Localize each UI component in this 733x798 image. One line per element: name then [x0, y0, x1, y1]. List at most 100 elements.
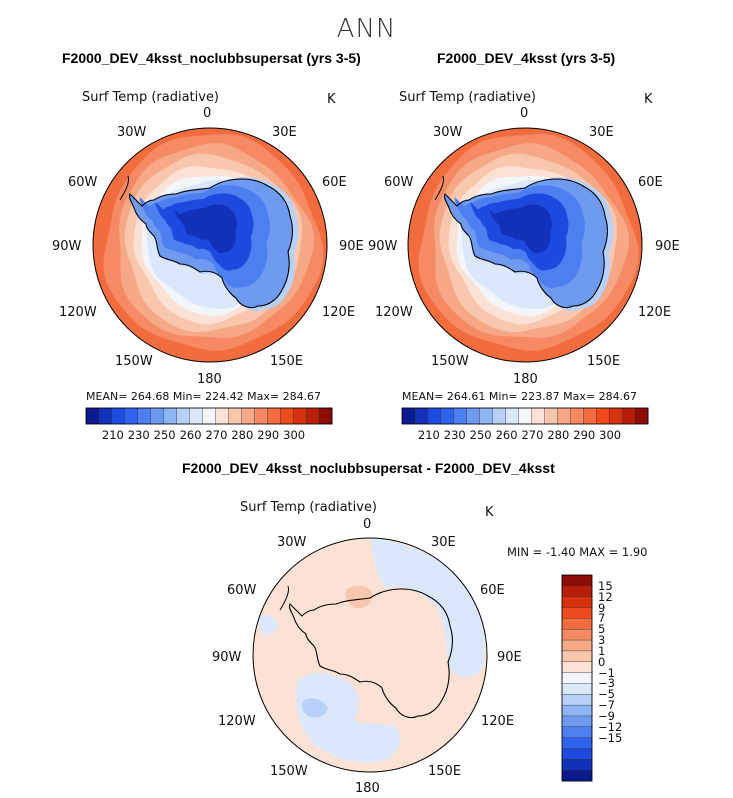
- colorbar-box-1: [98, 407, 113, 425]
- panel-2-lon-label-30e: 30E: [589, 125, 614, 140]
- colorbar-outline: [401, 407, 649, 425]
- colorbar-box-6: [561, 639, 593, 652]
- colorbar-box-16: [561, 748, 593, 760]
- colorbar-tick-label: 260: [495, 428, 518, 442]
- colorbar-tick-label: 270: [521, 428, 544, 442]
- warm-anomaly-core: [345, 585, 373, 609]
- colorbar-box-10: [531, 407, 545, 425]
- colorbar-box-3: [440, 407, 455, 425]
- panel-2-stats: MEAN= 264.61 Min= 223.87 Max= 284.67: [402, 390, 638, 403]
- panel-3-title: F2000_DEV_4ksst_noclubbsupersat - F2000_…: [182, 460, 555, 476]
- panel-3-lon-label-90w: 90W: [212, 650, 242, 665]
- panel-3-variable-label: Surf Temp (radiative): [240, 500, 378, 515]
- colorbar-tick-label: 250: [469, 428, 492, 442]
- panel-1-lon-label-90e: 90E: [339, 239, 364, 254]
- panel-3-lon-label-60e: 60E: [480, 583, 505, 598]
- colorbar-tick-label: 270: [205, 428, 228, 442]
- panel-3-lon-label-180: 180: [355, 781, 380, 796]
- colorbar-box-4: [137, 407, 152, 425]
- colorbar-tick-label: 300: [283, 428, 306, 442]
- panel-3-lon-label-120w: 120W: [218, 714, 256, 729]
- panel-3-lon-label-0: 0: [363, 517, 372, 532]
- colorbar-box-2: [427, 407, 442, 425]
- colorbar-box-18: [561, 769, 593, 782]
- colorbar-tick-label: −7: [598, 698, 615, 713]
- colorbar-outline: [85, 407, 333, 425]
- colorbar-tick-label: 5: [598, 622, 606, 637]
- colorbar-box-0: [401, 407, 416, 425]
- colorbar-box-0: [85, 407, 100, 425]
- colorbar-box-9: [561, 672, 593, 684]
- panel-1-lon-label-30w: 30W: [117, 125, 147, 140]
- colorbar-box-13: [254, 407, 268, 425]
- colorbar-tick-label: −5: [598, 687, 615, 702]
- panel-3-lon-label-150e: 150E: [428, 764, 462, 779]
- figure-title: ANN: [336, 14, 397, 44]
- panel-1-lon-label-150w: 150W: [115, 354, 153, 369]
- colorbar-box-6: [163, 407, 178, 425]
- colorbar-tick-label: −3: [598, 676, 615, 691]
- panel-1-lon-label-120e: 120E: [322, 305, 356, 320]
- colorbar-box-14: [561, 726, 593, 739]
- cool-anomaly-east: [370, 538, 486, 678]
- colorbar-box-11: [228, 407, 242, 425]
- panel-2-lon-label-180: 180: [513, 372, 538, 387]
- panel-2-lon-label-120e: 120E: [638, 305, 672, 320]
- colorbar-tick-label: 0: [598, 654, 606, 669]
- panel-1-lon-label-180: 180: [197, 372, 222, 387]
- colorbar-box-1: [561, 585, 593, 598]
- panel-1-lon-label-60e: 60E: [322, 175, 347, 190]
- colorbar-box-11: [561, 694, 593, 706]
- cool-anomaly-south: [295, 673, 401, 763]
- panel-3-lon-label-60w: 60W: [227, 583, 257, 598]
- panel-2-lon-label-150w: 150W: [431, 354, 469, 369]
- colorbar-tick-label: −1: [598, 665, 615, 680]
- colorbar-tick-label: 280: [547, 428, 570, 442]
- colorbar-box-13: [561, 715, 593, 728]
- panel-3-lon-label-30w: 30W: [277, 535, 307, 550]
- south-america-coastline: [279, 585, 289, 611]
- colorbar-tick-label: 290: [257, 428, 280, 442]
- colorbar-tick-label: 1: [598, 643, 606, 658]
- colorbar-box-17: [621, 407, 636, 425]
- south-america-coastline: [434, 175, 444, 201]
- colorbar-tick-label: 210: [417, 428, 440, 442]
- colorbar-box-15: [561, 737, 593, 749]
- panel-2-lon-label-60w: 60W: [384, 175, 414, 190]
- colorbar-box-10: [215, 407, 229, 425]
- colorbar-box-8: [505, 407, 520, 425]
- colorbar-box-16: [608, 407, 623, 425]
- panel-2-variable-label: Surf Temp (radiative): [399, 90, 537, 105]
- panel-1-title: F2000_DEV_4ksst_noclubbsupersat (yrs 3-5…: [62, 50, 361, 66]
- colorbar-tick-label: −9: [598, 708, 615, 723]
- colorbar-tick-label: 230: [127, 428, 150, 442]
- south-america-coastline: [119, 175, 129, 201]
- colorbar-tick-label: −15: [598, 730, 623, 745]
- colorbar-box-12: [561, 704, 593, 717]
- panel-2-title: F2000_DEV_4ksst (yrs 3-5): [437, 50, 616, 66]
- panel-1-colorbar: [85, 407, 333, 425]
- colorbar-tick-label: 260: [179, 428, 202, 442]
- colorbar-box-7: [176, 407, 191, 425]
- colorbar-box-18: [318, 407, 333, 425]
- colorbar-tick-label: 15: [598, 578, 613, 593]
- panel-2-lon-label-30w: 30W: [433, 125, 463, 140]
- panel-3-lon-label-120e: 120E: [481, 714, 515, 729]
- colorbar-tick-label: 230: [443, 428, 466, 442]
- colorbar-box-15: [596, 407, 610, 425]
- panel-3-stats: MIN = -1.40 MAX = 1.90: [507, 545, 648, 559]
- panel-2-lon-label-60e: 60E: [638, 175, 663, 190]
- map-boundary: [92, 127, 328, 363]
- colorbar-box-18: [634, 407, 649, 425]
- colorbar-tick-label: 280: [231, 428, 254, 442]
- colorbar-box-5: [561, 629, 593, 641]
- colorbar-tick-label: 250: [153, 428, 176, 442]
- colorbar-box-6: [479, 407, 494, 425]
- colorbar-box-11: [544, 407, 558, 425]
- panel-3-colorbar: [561, 574, 593, 782]
- panel-1-lon-label-30e: 30E: [272, 125, 297, 140]
- colorbar-box-8: [561, 661, 593, 674]
- colorbar-box-2: [561, 596, 593, 609]
- panel-3-lon-label-30e: 30E: [431, 535, 456, 550]
- colorbar-box-9: [518, 407, 532, 425]
